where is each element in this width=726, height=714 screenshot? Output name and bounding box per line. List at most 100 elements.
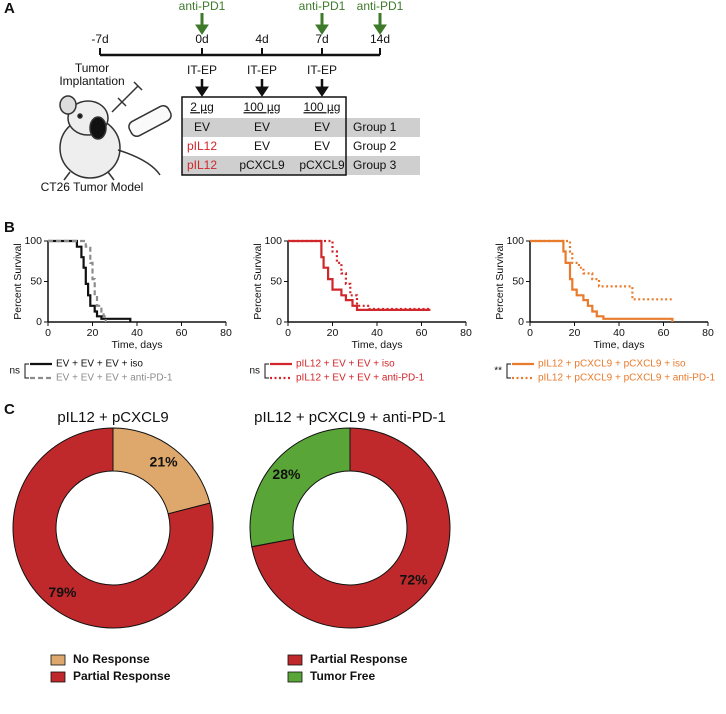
significance-label: ns [249, 366, 260, 377]
model-label: CT26 Tumor Model [41, 180, 144, 194]
dose-box [181, 96, 347, 176]
plasmid-label: pCXCL9 [239, 158, 285, 172]
survival-curve [48, 239, 132, 322]
x-tick-label: 80 [460, 327, 472, 339]
y-tick-label: 100 [264, 235, 282, 247]
x-tick-label: 40 [613, 327, 625, 339]
donut-slice [249, 427, 351, 548]
mouse [59, 95, 161, 181]
legend-swatch [50, 671, 66, 683]
x-tick-label: 60 [176, 327, 188, 339]
y-tick-label: 0 [276, 316, 282, 328]
group-label: Group 1 [353, 120, 397, 134]
x-tick-label: 60 [416, 327, 428, 339]
plasmid-label: pIL12 [187, 158, 217, 172]
syringe [111, 81, 172, 138]
panel-label: A [4, 0, 15, 17]
legend-swatch [50, 654, 66, 666]
ep-arrows [195, 79, 329, 97]
x-tick-label: 60 [658, 327, 670, 339]
x-tick-label: 20 [569, 327, 581, 339]
implantation-label: Implantation [59, 74, 124, 88]
timepoint-label: 7d [315, 32, 328, 46]
plasmid-label: EV [254, 120, 270, 134]
group-label: Group 3 [353, 158, 397, 172]
x-axis-label: Time, days [594, 339, 645, 351]
x-axis-label: Time, days [112, 339, 163, 351]
significance-bracket [264, 363, 269, 379]
x-tick-label: 20 [87, 327, 99, 339]
y-axis-label: Percent Survival [252, 243, 264, 319]
chart-title: pIL12 + pCXCL9 + anti-PD-1 [254, 409, 446, 426]
x-tick-label: 80 [702, 327, 714, 339]
y-tick-label: 50 [270, 275, 282, 287]
treatment-arrows [195, 13, 387, 35]
legend-label: No Response [73, 652, 150, 666]
data-label: 28% [272, 466, 301, 482]
y-tick-label: 0 [36, 316, 42, 328]
significance-bracket [506, 363, 511, 379]
legend-label: pIL12 + pCXCL9 + pCXCL9 + iso [538, 359, 686, 370]
survival-curve [530, 239, 674, 322]
legend-swatch [287, 654, 303, 666]
x-tick-label: 40 [131, 327, 143, 339]
legend-label: EV + EV + EV + iso [56, 359, 143, 370]
ep-label: IT-EP [187, 63, 217, 77]
x-tick-label: 20 [327, 327, 339, 339]
plasmid-label: EV [254, 139, 270, 153]
y-tick-label: 100 [24, 235, 42, 247]
x-tick-label: 0 [527, 327, 533, 339]
chart-title: pIL12 + pCXCL9 [57, 409, 168, 426]
x-tick-label: 80 [220, 327, 232, 339]
row-band [182, 118, 420, 137]
ep-label: IT-EP [247, 63, 277, 77]
x-axis-label: Time, days [352, 339, 403, 351]
y-tick-label: 50 [512, 275, 524, 287]
donut-slice [112, 427, 211, 515]
legend-label: pIL12 + EV + EV + iso [296, 359, 395, 370]
timepoint-label: 4d [255, 32, 268, 46]
timepoint-label: -7d [91, 32, 108, 46]
y-axis-label: Percent Survival [494, 243, 506, 319]
x-tick-label: 0 [45, 327, 51, 339]
legend-label: Partial Response [310, 652, 408, 666]
significance-label: ns [9, 366, 20, 377]
timepoint-label: 14d [370, 32, 390, 46]
dose-label: 100 µg [244, 100, 281, 114]
x-tick-label: 0 [285, 327, 291, 339]
treatment-label: anti-PD1 [357, 0, 404, 13]
survival-curve [288, 239, 431, 311]
y-axis-label: Percent Survival [12, 243, 24, 319]
survival-curve [288, 239, 431, 311]
data-label: 72% [400, 571, 429, 587]
donut-slice [251, 427, 451, 629]
treatment-label: anti-PD1 [179, 0, 226, 13]
plasmid-label: EV [314, 139, 330, 153]
plasmid-label: EV [314, 120, 330, 134]
donut-slice [12, 427, 214, 629]
significance-label: ** [494, 366, 502, 377]
legend-label: pIL12 + pCXCL9 + pCXCL9 + anti-PD-1 [538, 373, 715, 384]
y-tick-label: 0 [518, 316, 524, 328]
data-label: 79% [48, 584, 77, 600]
survival-curve [530, 239, 673, 301]
y-tick-label: 50 [30, 275, 42, 287]
data-label: 21% [150, 454, 179, 470]
x-tick-label: 40 [371, 327, 383, 339]
group-label: Group 2 [353, 139, 397, 153]
dose-label: 100 µg [304, 100, 341, 114]
schematic-art [59, 13, 420, 181]
implantation-label: Tumor [75, 61, 109, 75]
panel-label: B [4, 219, 15, 236]
y-tick-label: 100 [506, 235, 524, 247]
timepoint-label: 0d [195, 32, 208, 46]
dose-label: 2 µg [190, 100, 214, 114]
plasmid-label: pIL12 [187, 139, 217, 153]
ep-label: IT-EP [307, 63, 337, 77]
significance-bracket [24, 363, 29, 379]
legend-swatch [287, 671, 303, 683]
treatment-label: anti-PD1 [299, 0, 346, 13]
legend-label: pIL12 + EV + EV + anti-PD-1 [296, 373, 425, 384]
row-band [182, 156, 420, 175]
plasmid-label: pCXCL9 [299, 158, 345, 172]
